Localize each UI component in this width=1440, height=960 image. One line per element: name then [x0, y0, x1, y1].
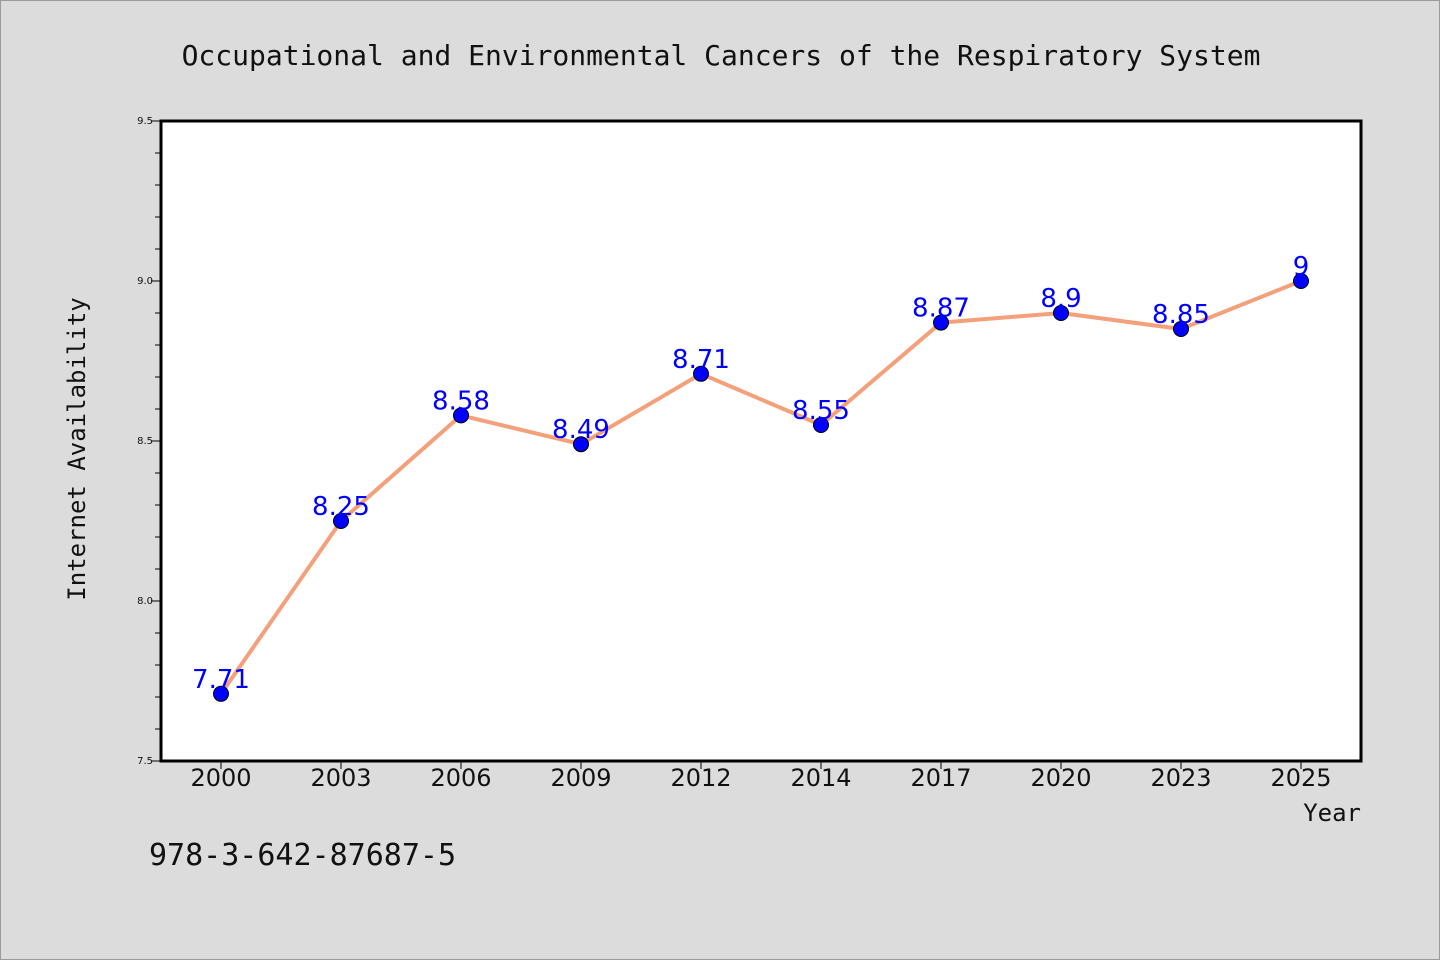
x-tick-label: 2020: [1030, 764, 1091, 792]
x-tick-label: 2006: [430, 764, 491, 792]
data-point: [1293, 273, 1309, 289]
data-point: [213, 685, 229, 702]
data-label: 8.55: [792, 396, 850, 426]
y-tick-label: 9.5: [137, 116, 153, 127]
x-tick-label: 2025: [1270, 764, 1331, 792]
series-polyline: [219, 279, 1303, 696]
data-point: [573, 436, 589, 453]
data-label: 9: [1293, 252, 1310, 282]
plot-area: [159, 119, 1363, 763]
data-label: 8.87: [912, 294, 970, 324]
x-tick-label: 2023: [1150, 764, 1211, 792]
x-axis-title: Year: [1303, 799, 1361, 827]
y-axis: 7.5 8.0 8.5 9.0 9.5: [137, 116, 161, 767]
data-label: 8.58: [432, 386, 490, 416]
data-label: 8.85: [1152, 300, 1210, 330]
series-line: [213, 273, 1309, 702]
x-tick-label: 2003: [310, 764, 371, 792]
data-point: [1173, 321, 1189, 337]
y-tick-label: 7.5: [137, 756, 153, 767]
isbn-text: 978-3-642-87687-5: [149, 838, 456, 873]
y-axis-title: Internet Availability: [63, 297, 91, 600]
data-point: [933, 314, 949, 331]
data-label: 8.49: [552, 415, 610, 445]
data-label: 8.9: [1040, 284, 1081, 314]
x-tick-label: 2012: [670, 764, 731, 792]
data-point: [1053, 305, 1069, 321]
data-label: 8.71: [672, 345, 730, 375]
chart-title: Occupational and Environmental Cancers o…: [182, 39, 1261, 72]
x-tick-label: 2000: [190, 764, 251, 792]
data-labels: 7.71 8.25 8.58 8.49 8.71 8.55 8.87 8.9 8.85 9: [192, 252, 1309, 695]
y-tick-label: 9.0: [137, 276, 153, 287]
y-tick-label: 8.5: [137, 436, 153, 447]
data-point: [333, 513, 349, 529]
x-axis: 2000 2003 2006 2009 2012 2014 2017 2020 2023 2025: [190, 761, 1332, 792]
x-tick-label: 2017: [910, 764, 971, 792]
x-tick-label: 2009: [550, 764, 611, 792]
data-label: 8.25: [312, 492, 370, 522]
y-tick-label: 8.0: [137, 596, 153, 607]
data-point: [813, 417, 829, 433]
data-point: [693, 365, 709, 382]
x-tick-label: 2014: [790, 764, 851, 792]
data-label: 7.71: [192, 665, 250, 695]
data-point: [453, 407, 469, 424]
